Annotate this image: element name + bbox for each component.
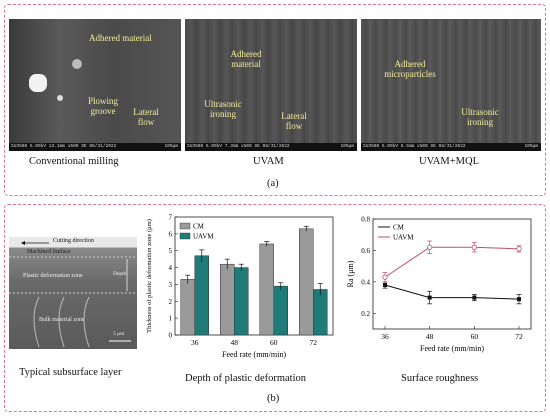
arrow-head (21, 241, 25, 245)
data-point-uavm (516, 246, 522, 252)
depth-bar-chart: 0 1 2 3 4 5 6 7 36 48 60 72 Feed rate (mm/min) Thickn… (146, 214, 334, 359)
bar-cm (299, 228, 314, 336)
annotation-adhered-microparticles: Adhered microparticles (384, 59, 436, 79)
y-tick-label: 7 (169, 214, 173, 222)
annotation-adhered-material: Adhered material (89, 33, 152, 43)
data-point-cm (383, 283, 387, 287)
scale-label: 5 μm (113, 331, 125, 337)
scale-bar-label: 100μm (524, 144, 538, 149)
y-tick-label: 3 (169, 281, 173, 289)
bar-uavm (313, 289, 328, 336)
annotation-lateral-flow: Lateral flow (133, 107, 159, 127)
data-point-uavm (471, 244, 477, 250)
x-tick-label: 36 (191, 338, 199, 347)
y-tick-label: 0.6 (361, 247, 370, 255)
adhered-spot (72, 59, 82, 69)
caption-conventional-milling: Conventional milling (29, 156, 119, 167)
annotation-lateral-flow: Lateral flow (281, 111, 307, 131)
plowing-spot (29, 74, 47, 92)
grain-line (83, 296, 90, 348)
y-tick-label: 1 (169, 315, 173, 323)
depth-label: Depth (113, 271, 127, 277)
caption-depth-chart: Depth of plastic deformation (185, 373, 307, 384)
data-point-uavm (382, 274, 388, 280)
x-tick-label: 36 (381, 332, 389, 341)
annotation-ultrasonic-ironing: Ultrasonic ironing (204, 99, 242, 119)
x-tick-label: 72 (310, 338, 318, 347)
y-tick-label: 0.2 (361, 310, 370, 318)
panel-b-label: (b) (267, 393, 280, 404)
sem-image-conventional: Adhered material Plowing groove Lateral … (9, 19, 181, 151)
grain-line (58, 296, 65, 348)
y-axis-label: Ra (μm) (346, 260, 355, 287)
legend-label-cm: CM (393, 224, 405, 232)
panel-a-label: (a) (267, 178, 279, 189)
series-line-cm (384, 284, 520, 300)
annotation-ultrasonic-ironing: Ultrasonic ironing (461, 107, 499, 127)
sem-image-uvam: Adhered material Ultrasonic ironing Late… (185, 19, 357, 151)
scale-bar-label: 100μm (164, 144, 178, 149)
caption-uvam: UVAM (253, 156, 284, 167)
machined-surface-label: Machined Surface (27, 249, 71, 255)
legend-label-uavm: UAVM (193, 233, 214, 241)
x-tick-label: 48 (231, 338, 239, 347)
legend-label-cm: CM (193, 223, 205, 231)
sem-info-bar: SU3500 5.00kV 8.5mm x500 SE 08/31/2022 (361, 143, 541, 151)
panel-a: Adhered material Plowing groove Lateral … (4, 4, 546, 196)
bar-uavm (273, 285, 288, 336)
annotation-plowing-groove: Plowing groove (87, 96, 118, 116)
series-line-uavm (384, 246, 520, 278)
subsurface-image: Cutting direction Machined Surface Plast… (9, 237, 137, 349)
plastic-zone-label: Plastic deformation zone (23, 273, 83, 279)
x-axis-label: Feed rate (mm/min) (420, 344, 484, 353)
y-tick-label: 0.4 (361, 278, 370, 286)
y-axis-label: Thickness of plastic deformation zone (μ… (146, 219, 153, 333)
bar-cm (180, 279, 195, 336)
sem-info-bar: SU3500 5.00kV 13.1mm x500 SE 08/31/2022 (9, 143, 181, 151)
x-tick-label: 48 (426, 332, 434, 341)
plot-frame (174, 216, 334, 336)
caption-subsurface: Typical subsurface layer (19, 367, 122, 378)
y-tick-label: 5 (169, 247, 173, 255)
caption-roughness-chart: Surface roughness (401, 373, 479, 384)
data-point-cm (517, 297, 521, 302)
y-tick-label: 4 (169, 264, 173, 272)
x-tick-label: 60 (270, 338, 278, 347)
cutting-direction-label: Cutting direction (53, 238, 94, 244)
adhered-spot (57, 95, 63, 101)
legend-label-uavm: UAVM (393, 234, 414, 242)
subsurface-drawing (9, 241, 137, 348)
data-point-cm (427, 295, 432, 300)
annotation-adhered-material: Adhered material (230, 49, 262, 69)
legend-swatch-cm (179, 222, 191, 230)
panel-b: Cutting direction Machined Surface Plast… (4, 204, 546, 412)
grain-line (33, 296, 40, 348)
bar-cm (259, 243, 274, 336)
data-point-uavm (427, 244, 433, 250)
data-point-cm (472, 295, 477, 300)
legend-swatch-uavm (179, 232, 191, 240)
sem-image-uvam-mql: Adhered microparticles Ultrasonic ironin… (361, 19, 541, 151)
bar-uavm (194, 255, 209, 336)
y-tick-label: 6 (169, 230, 173, 238)
x-axis-label: Feed rate (mm/min) (222, 350, 286, 359)
y-tick-label: 0.8 (361, 216, 370, 224)
caption-uvam-mql: UVAM+MQL (419, 156, 479, 167)
roughness-line-chart: 0.2 0.4 0.6 0.8 36 48 60 72 Feed rate (mm/min) Ra… (346, 216, 532, 353)
scale-bar-label: 100μm (340, 144, 354, 149)
plot-frame (372, 218, 532, 330)
x-tick-label: 60 (471, 332, 479, 341)
x-tick-label: 72 (515, 332, 523, 341)
y-tick-label: 2 (169, 298, 173, 306)
bar-uavm (234, 267, 249, 336)
sem-info-bar: SU3500 5.00kV 7.3mm x500 SE 08/31/2022 (185, 143, 357, 151)
bulk-zone-label: Bulk material zone (39, 317, 85, 323)
bar-cm (220, 263, 235, 336)
y-tick-label: 0 (169, 332, 173, 340)
